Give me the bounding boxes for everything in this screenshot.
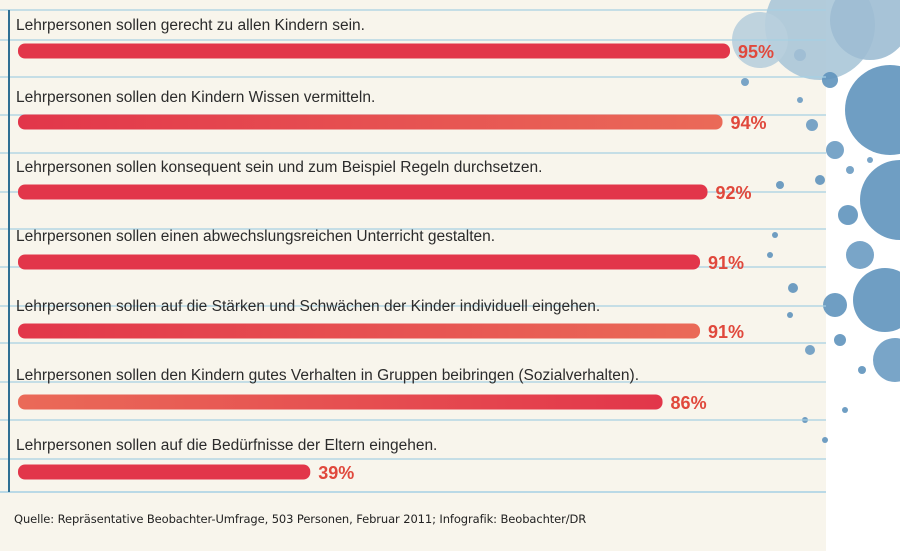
ink-blob bbox=[822, 72, 838, 88]
ink-blob bbox=[860, 160, 900, 240]
bar-row: Lehrpersonen sollen konsequent sein und … bbox=[16, 159, 752, 203]
ink-blob bbox=[794, 49, 806, 61]
bar bbox=[18, 184, 708, 200]
ink-blob bbox=[830, 0, 900, 60]
ink-blob bbox=[826, 141, 844, 159]
category-label: Lehrpersonen sollen einen abwechslungsre… bbox=[16, 228, 495, 245]
bar-row: Lehrpersonen sollen den Kindern Wissen v… bbox=[16, 89, 767, 133]
ruled-lines bbox=[0, 9, 826, 493]
bar-row: Lehrpersonen sollen einen abwechslungsre… bbox=[16, 228, 744, 273]
category-label: Lehrpersonen sollen den Kindern gutes Ve… bbox=[16, 367, 639, 384]
ink-blob bbox=[846, 241, 874, 269]
ink-blob bbox=[741, 78, 749, 86]
ink-blob bbox=[822, 437, 828, 443]
bar-row: Lehrpersonen sollen den Kindern gutes Ve… bbox=[16, 367, 707, 413]
value-label: 94% bbox=[731, 113, 767, 133]
ink-blob bbox=[858, 366, 866, 374]
ink-blob bbox=[805, 345, 815, 355]
bar bbox=[18, 394, 663, 410]
ink-blob bbox=[867, 157, 873, 163]
bar bbox=[18, 114, 723, 130]
category-label: Lehrpersonen sollen auf die Stärken und … bbox=[16, 298, 600, 315]
bar-row: Lehrpersonen sollen auf die Bedürfnisse … bbox=[16, 437, 437, 483]
value-label: 95% bbox=[738, 42, 774, 62]
ink-blob bbox=[797, 97, 803, 103]
ink-blob bbox=[846, 166, 854, 174]
category-label: Lehrpersonen sollen den Kindern Wissen v… bbox=[16, 89, 375, 106]
ink-blob bbox=[767, 252, 773, 258]
category-label: Lehrpersonen sollen konsequent sein und … bbox=[16, 159, 542, 176]
ink-splatter-decoration bbox=[732, 0, 900, 443]
bar-row: Lehrpersonen sollen auf die Stärken und … bbox=[16, 298, 744, 342]
bar bbox=[18, 323, 701, 339]
bar-row: Lehrpersonen sollen gerecht zu allen Kin… bbox=[16, 17, 774, 62]
bar bbox=[18, 254, 701, 270]
ink-blob bbox=[823, 293, 847, 317]
value-label: 39% bbox=[318, 463, 354, 483]
ink-blob bbox=[806, 119, 818, 131]
ink-blob bbox=[834, 334, 846, 346]
ink-blob bbox=[853, 268, 900, 332]
source-note: Quelle: Repräsentative Beobachter-Umfrag… bbox=[14, 512, 587, 526]
bar bbox=[18, 464, 311, 480]
ink-blob bbox=[845, 65, 900, 155]
category-label: Lehrpersonen sollen gerecht zu allen Kin… bbox=[16, 17, 365, 34]
value-label: 92% bbox=[716, 183, 752, 203]
value-label: 91% bbox=[708, 253, 744, 273]
ink-blob bbox=[838, 205, 858, 225]
ink-blob bbox=[787, 312, 793, 318]
ink-blob bbox=[842, 407, 848, 413]
ink-blob bbox=[815, 175, 825, 185]
ink-blob bbox=[772, 232, 778, 238]
bar bbox=[18, 43, 730, 59]
ink-blob bbox=[873, 338, 900, 382]
ink-blob bbox=[788, 283, 798, 293]
value-label: 86% bbox=[671, 393, 707, 413]
category-label: Lehrpersonen sollen auf die Bedürfnisse … bbox=[16, 437, 437, 454]
ink-blob bbox=[776, 181, 784, 189]
value-label: 91% bbox=[708, 322, 744, 342]
